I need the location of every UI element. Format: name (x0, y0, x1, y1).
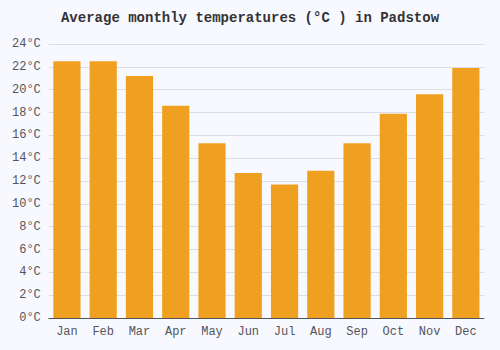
svg-text:Nov: Nov (419, 325, 441, 339)
svg-text:24°C: 24°C (12, 37, 41, 51)
svg-text:8°C: 8°C (19, 220, 41, 234)
svg-text:Feb: Feb (92, 325, 114, 339)
svg-text:2°C: 2°C (19, 288, 41, 302)
svg-text:May: May (201, 325, 223, 339)
svg-text:Jun: Jun (237, 325, 259, 339)
svg-text:14°C: 14°C (12, 151, 41, 165)
svg-text:6°C: 6°C (19, 243, 41, 257)
svg-text:18°C: 18°C (12, 106, 41, 120)
svg-text:22°C: 22°C (12, 60, 41, 74)
svg-text:20°C: 20°C (12, 83, 41, 97)
svg-text:4°C: 4°C (19, 265, 41, 279)
svg-text:Jan: Jan (56, 325, 78, 339)
svg-text:Oct: Oct (383, 325, 405, 339)
svg-text:12°C: 12°C (12, 174, 41, 188)
svg-text:Apr: Apr (165, 325, 187, 339)
svg-text:Sep: Sep (346, 325, 368, 339)
svg-text:Mar: Mar (129, 325, 151, 339)
svg-text:Aug: Aug (310, 325, 332, 339)
svg-text:Average monthly temperatures (: Average monthly temperatures (°C ) in Pa… (61, 10, 440, 26)
svg-text:Dec: Dec (455, 325, 477, 339)
svg-text:16°C: 16°C (12, 128, 41, 142)
svg-text:10°C: 10°C (12, 197, 41, 211)
svg-text:Jul: Jul (274, 325, 296, 339)
svg-text:0°C: 0°C (19, 311, 41, 325)
